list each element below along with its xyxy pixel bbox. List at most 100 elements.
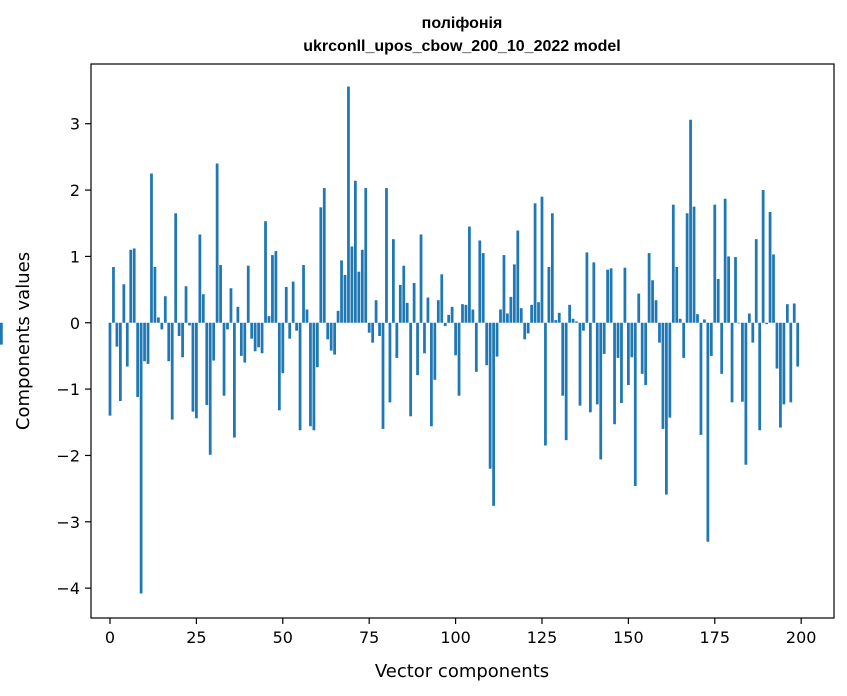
bar [295,322,298,331]
bar [378,322,381,337]
bar [360,249,364,323]
bar [523,322,527,340]
bar [0,322,3,345]
x-tick-label: 100 [440,628,471,647]
bar [150,173,153,323]
y-tick-label: 2 [70,181,80,200]
bar [668,322,672,418]
bar [157,317,160,323]
bar [595,322,599,405]
bar [371,322,375,343]
bar [419,234,423,323]
bar [115,322,119,347]
bar [519,308,523,323]
bar [588,322,592,413]
bar [561,322,565,396]
bar [443,322,447,327]
bar [789,322,793,403]
bar [727,256,730,323]
bar [388,322,392,403]
bar [205,322,209,406]
bar [609,268,613,323]
bar [298,322,302,431]
bar [319,207,323,323]
chart-title: поліфонія [422,15,503,32]
bar [568,304,572,323]
bar [499,309,502,323]
bar [606,269,610,323]
bar [136,322,140,398]
bar [385,188,388,323]
bar [474,322,478,372]
bar [682,322,686,358]
y-tick-label: 1 [70,247,80,266]
bar [768,211,772,323]
bar [274,251,278,323]
bar [502,255,506,323]
bar [188,322,191,326]
bar [326,322,330,340]
bar [357,271,361,323]
bar [333,322,337,355]
bar [374,300,378,323]
bar [139,322,143,594]
bar [416,322,419,376]
bar [509,296,513,323]
bar [329,322,333,351]
bar [651,280,654,323]
y-axis-ticks: −4 −3 −2 −1 0 1 2 3 [56,115,91,598]
bar [747,313,751,323]
bar [153,267,157,323]
bar [423,322,426,354]
bar [637,293,641,323]
bar [709,322,713,356]
bar [692,206,696,323]
bar [585,252,589,323]
bar [367,322,371,333]
bar [305,309,309,323]
bar [699,322,703,435]
bar [440,274,444,323]
bar [696,314,699,323]
bar [506,313,509,323]
bar [533,203,537,323]
bar [592,262,596,323]
bar [236,306,240,323]
bar [264,221,267,323]
bar [716,278,720,323]
bar [481,253,485,323]
bar [485,322,489,366]
bar [336,310,340,323]
bar [744,322,748,465]
bar [170,322,174,420]
bar [723,198,727,323]
bar [177,322,181,337]
bar [633,322,637,486]
bar [575,321,578,323]
bar [703,319,706,323]
bar [353,180,357,323]
bar [765,322,768,325]
bar [315,322,319,368]
bar [658,322,661,343]
bar [782,322,786,405]
bar [468,226,471,323]
y-tick-label: −3 [56,513,80,532]
bar [291,281,295,323]
y-axis-label: Components values [13,252,34,430]
bar [284,286,288,323]
bar [208,322,212,455]
bar [557,312,561,323]
bar [112,267,115,323]
bar [554,320,558,323]
bar [226,322,229,330]
bar [488,322,492,469]
bar [564,322,568,441]
bar [398,284,402,323]
bar [250,322,254,339]
x-tick-label: 50 [273,628,293,647]
bar [544,322,547,446]
bar [644,322,648,386]
bar [433,322,437,380]
bar [222,322,226,396]
